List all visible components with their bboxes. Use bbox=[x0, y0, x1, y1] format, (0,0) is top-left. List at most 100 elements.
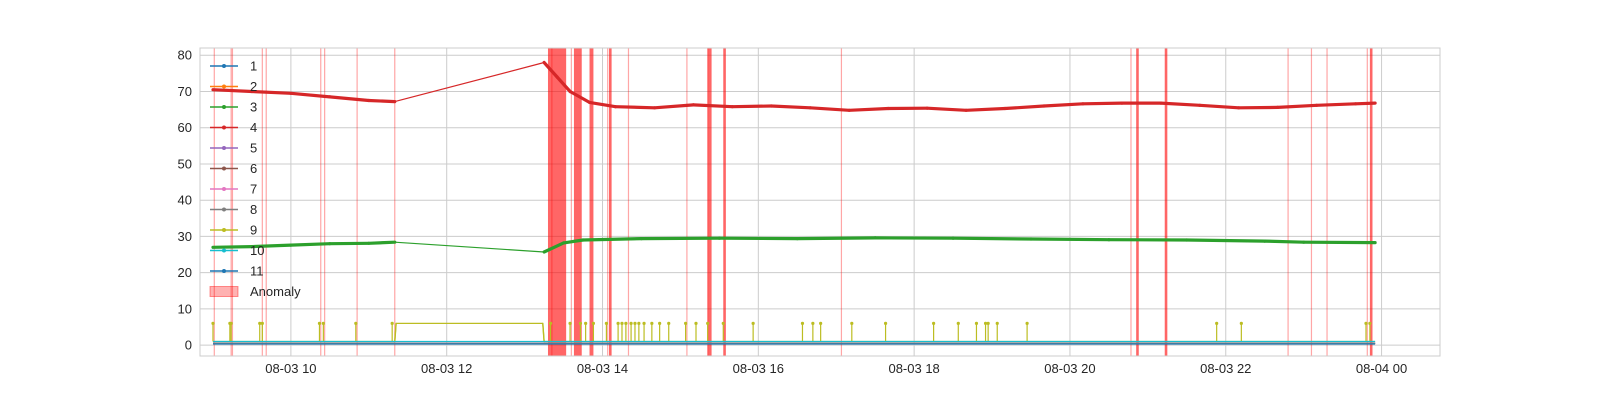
series-markers-4 bbox=[211, 88, 254, 94]
anomaly-line bbox=[840, 48, 843, 356]
series-spike-point-9 bbox=[684, 321, 688, 325]
legend-label-5: 5 bbox=[250, 141, 257, 156]
series-spike-point-9 bbox=[568, 321, 572, 325]
series-spike-point-9 bbox=[624, 321, 628, 325]
y-tick-label: 50 bbox=[178, 156, 192, 171]
series-markers-3 bbox=[289, 242, 332, 247]
series-spike-point-9 bbox=[706, 321, 710, 325]
series-spike-point-9 bbox=[811, 321, 815, 325]
series-spike-point-9 bbox=[1368, 321, 1372, 325]
series-markers-3 bbox=[1263, 239, 1306, 244]
series-markers-4 bbox=[568, 89, 592, 105]
plot-frame bbox=[199, 47, 1441, 357]
series-spike-point-9 bbox=[658, 321, 662, 325]
anomaly-line bbox=[320, 48, 322, 356]
series-spike-point-9 bbox=[751, 321, 755, 325]
anomaly-band bbox=[547, 48, 567, 356]
series-spike-point-9 bbox=[1239, 321, 1243, 325]
plot-area bbox=[200, 48, 1440, 356]
anomaly-band bbox=[707, 48, 712, 356]
series-spike-point-9 bbox=[258, 321, 262, 325]
legend-label-10: 10 bbox=[250, 243, 264, 258]
anomaly-line bbox=[213, 48, 215, 356]
series-markers-3 bbox=[561, 238, 585, 245]
y-tick-label: 0 bbox=[185, 338, 192, 353]
x-tick-label: 08-04 00 bbox=[1356, 361, 1407, 376]
series-markers-4 bbox=[613, 105, 657, 110]
legend-marker-2 bbox=[222, 84, 226, 89]
series-markers-3 bbox=[250, 243, 293, 249]
series-markers-3 bbox=[1029, 237, 1111, 242]
series-lines bbox=[211, 60, 1377, 345]
series-markers-4 bbox=[555, 75, 572, 94]
x-tick-label: 08-03 12 bbox=[421, 361, 472, 376]
anomaly-line bbox=[356, 48, 358, 356]
anomaly-band bbox=[573, 48, 582, 356]
series-spike-point-9 bbox=[604, 321, 609, 325]
anomaly-band bbox=[1164, 48, 1168, 356]
legend-marker-1 bbox=[222, 64, 226, 68]
legend-marker-8 bbox=[222, 207, 226, 212]
series-spike-point-9 bbox=[317, 321, 322, 325]
x-tick-label: 08-03 10 bbox=[265, 361, 316, 376]
series-spike-point-9 bbox=[390, 321, 394, 325]
series-markers-4 bbox=[1159, 101, 1202, 107]
legend-label-2: 2 bbox=[250, 79, 257, 94]
series-spike-point-9 bbox=[1025, 321, 1029, 325]
anomaly-band bbox=[589, 48, 594, 356]
series-spike-point-9 bbox=[642, 321, 646, 325]
anomaly-line bbox=[1130, 48, 1132, 356]
series-markers-4 bbox=[250, 89, 293, 95]
legend-label-anomaly: Anomaly bbox=[250, 284, 301, 299]
series-spike-point-9 bbox=[584, 321, 588, 325]
series-markers-3 bbox=[581, 237, 644, 242]
series-markers-4 bbox=[328, 95, 371, 103]
series-spike-point-9 bbox=[721, 321, 725, 325]
series-spike-point-9 bbox=[986, 321, 990, 325]
series-markers-4 bbox=[691, 103, 735, 109]
series-spike-point-9 bbox=[629, 321, 633, 325]
y-tick-label: 60 bbox=[178, 120, 192, 135]
y-tick-label: 70 bbox=[178, 84, 192, 99]
legend-marker-7 bbox=[222, 187, 226, 191]
series-spike-point-9 bbox=[633, 321, 637, 325]
legend-marker-3 bbox=[222, 105, 226, 109]
x-tick-label: 08-03 20 bbox=[1044, 361, 1095, 376]
series-markers-3 bbox=[951, 236, 1033, 241]
series-markers-4 bbox=[769, 104, 812, 110]
series-markers-9 bbox=[394, 322, 397, 343]
legend-label-7: 7 bbox=[250, 182, 257, 197]
anomaly-line bbox=[394, 48, 396, 356]
series-markers-4 bbox=[1003, 104, 1046, 111]
anomaly-line bbox=[265, 48, 267, 356]
anomaly-line bbox=[1310, 48, 1313, 356]
series-markers-4 bbox=[1353, 101, 1377, 106]
series-spike-point-9 bbox=[354, 321, 358, 325]
legend-label-3: 3 bbox=[250, 100, 257, 115]
series-spike-point-9 bbox=[850, 321, 854, 325]
anomaly-line bbox=[231, 48, 234, 356]
series-markers-4 bbox=[1276, 103, 1319, 110]
series-markers-3 bbox=[1185, 238, 1267, 243]
anomaly-line bbox=[324, 48, 326, 356]
anomaly-line bbox=[570, 48, 572, 356]
anomaly-line bbox=[261, 48, 263, 356]
series-markers-3 bbox=[795, 236, 877, 241]
anomaly-line bbox=[230, 48, 232, 356]
series-markers-4 bbox=[847, 106, 890, 112]
anomaly-band bbox=[1369, 48, 1373, 356]
legend-marker-9 bbox=[222, 228, 226, 232]
series-spike-point-9 bbox=[229, 321, 233, 325]
series-spike-point-9 bbox=[883, 321, 888, 325]
series-markers-4 bbox=[1042, 102, 1085, 108]
series-markers-4 bbox=[730, 104, 773, 109]
legend-marker-6 bbox=[222, 166, 226, 171]
legend-marker-4 bbox=[222, 125, 226, 130]
series-spike-point-9 bbox=[800, 321, 805, 325]
anomaly-line bbox=[1287, 48, 1289, 356]
series-spike-point-9 bbox=[1364, 321, 1368, 325]
legend-marker-10 bbox=[222, 248, 226, 253]
axis-tick-labels: 0 10 20 30 40 50 60 70 80 08-03 10 08-03 12 08-03 1… bbox=[178, 48, 1408, 376]
